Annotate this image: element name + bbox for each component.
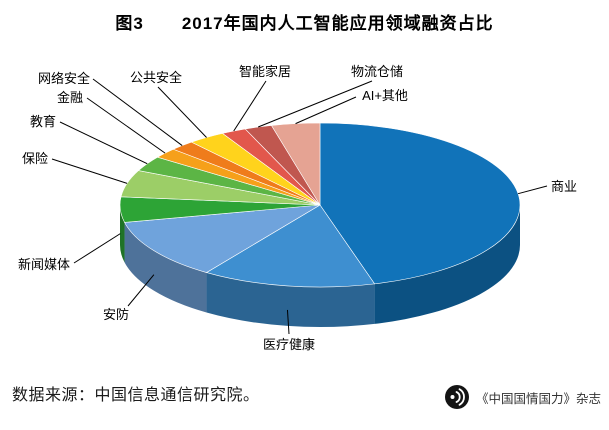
label-leader-line [59, 121, 148, 165]
label-leader-line [258, 80, 373, 128]
label-leader-line [157, 86, 207, 138]
label-leader-line [86, 97, 166, 154]
label-leader-line [92, 78, 183, 146]
pie-slice-wall [120, 205, 125, 263]
magazine-name: 《中国国情国力》杂志 [475, 391, 601, 406]
slice-label: 物流仓储 [351, 64, 403, 79]
slice-label: 新闻媒体 [18, 257, 70, 272]
slice-label: 智能家居 [239, 64, 291, 79]
label-leader-line [51, 158, 128, 184]
pie-slice-wall [206, 272, 375, 327]
slice-label: 金融 [57, 90, 83, 105]
pie-slice [205, 204, 376, 288]
slice-label: 商业 [551, 179, 577, 194]
slice-label: 安防 [103, 307, 129, 322]
label-leader-line [517, 185, 548, 195]
pie-slice [124, 204, 321, 273]
label-leader-line [295, 96, 357, 125]
data-source-note: 数据来源：中国信息通信研究院。 [12, 387, 260, 404]
label-leader-line [73, 233, 121, 264]
slice-label: 公共安全 [130, 70, 182, 85]
label-leader-line [233, 80, 267, 132]
slice-label: AI+其他 [362, 88, 408, 103]
slice-label: 保险 [22, 151, 48, 166]
label-leader-line [286, 309, 290, 335]
pie-slice-wall [374, 205, 520, 324]
slice-label: 医疗健康 [263, 337, 315, 352]
label-leader-line [127, 274, 155, 307]
figure-title: 图3 2017年国内人工智能应用领域融资占比 [0, 9, 609, 34]
magazine-logo-icon [444, 385, 469, 409]
pie-slice [270, 122, 321, 207]
figure-number: 图3 [115, 14, 144, 33]
pie-slice [319, 122, 521, 285]
magazine-credit: 《中国国情国力》杂志 [444, 384, 601, 410]
figure-title-text: 2017年国内人工智能应用领域融资占比 [181, 14, 494, 33]
slice-label: 教育 [30, 114, 56, 129]
slice-label: 网络安全 [38, 71, 90, 86]
